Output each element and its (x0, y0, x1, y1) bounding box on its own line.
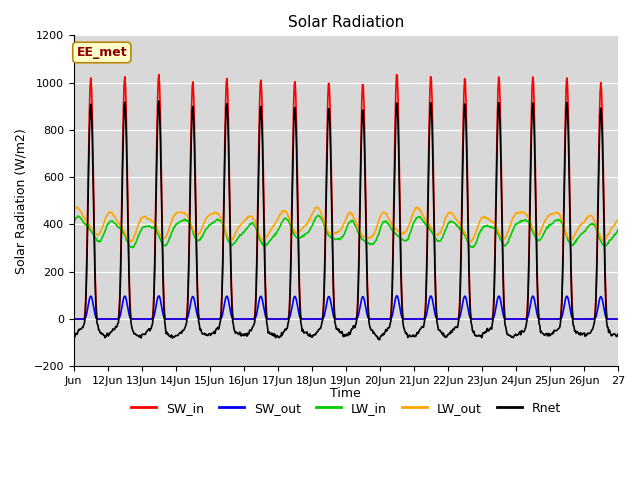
Rnet (134, 333, 141, 338)
SW_out (155, 293, 163, 299)
Legend: SW_in, SW_out, LW_in, LW_out, Rnet: SW_in, SW_out, LW_in, LW_out, Rnet (126, 396, 566, 420)
SW_out (614, 316, 621, 322)
Line: LW_out: LW_out (74, 207, 618, 242)
Rnet (155, 98, 163, 104)
LW_out (433, 232, 441, 238)
SW_in (433, 313, 441, 319)
LW_in (262, 242, 269, 248)
SW_out (403, 316, 410, 322)
LW_in (134, 233, 142, 239)
SW_out (70, 316, 77, 322)
Rnet (262, 286, 269, 292)
SW_in (403, 316, 410, 322)
Rnet (70, 333, 77, 339)
LW_in (614, 227, 621, 233)
LW_out (262, 236, 269, 241)
LW_in (70, 220, 77, 226)
Rnet (376, 337, 383, 343)
LW_out (403, 228, 410, 234)
LW_in (315, 212, 323, 218)
SW_out (433, 316, 441, 322)
LW_out (467, 239, 475, 245)
LW_out (234, 225, 242, 230)
Line: SW_in: SW_in (74, 74, 618, 319)
SW_in (234, 316, 242, 322)
SW_out (134, 316, 141, 322)
LW_in (434, 238, 442, 244)
Rnet (282, 327, 290, 333)
SW_in (262, 276, 269, 282)
Y-axis label: Solar Radiation (W/m2): Solar Radiation (W/m2) (15, 128, 28, 274)
LW_out (74, 204, 81, 210)
SW_out (262, 312, 269, 318)
Title: Solar Radiation: Solar Radiation (288, 15, 404, 30)
LW_out (134, 222, 142, 228)
Text: EE_met: EE_met (77, 46, 127, 59)
X-axis label: Time: Time (330, 387, 361, 400)
SW_in (282, 316, 290, 322)
SW_in (155, 72, 163, 77)
LW_in (129, 245, 136, 251)
SW_in (70, 316, 77, 322)
SW_in (134, 316, 141, 322)
LW_out (614, 217, 621, 223)
Rnet (434, 323, 442, 328)
Rnet (403, 332, 411, 337)
LW_out (70, 208, 77, 214)
LW_out (282, 208, 290, 214)
SW_in (614, 316, 621, 322)
Rnet (234, 331, 242, 337)
SW_out (234, 316, 242, 322)
LW_in (403, 237, 411, 242)
Line: SW_out: SW_out (74, 296, 618, 319)
Line: LW_in: LW_in (74, 215, 618, 248)
Rnet (614, 331, 621, 337)
SW_out (282, 316, 290, 322)
LW_in (282, 216, 290, 221)
LW_in (234, 235, 242, 240)
Line: Rnet: Rnet (74, 101, 618, 340)
